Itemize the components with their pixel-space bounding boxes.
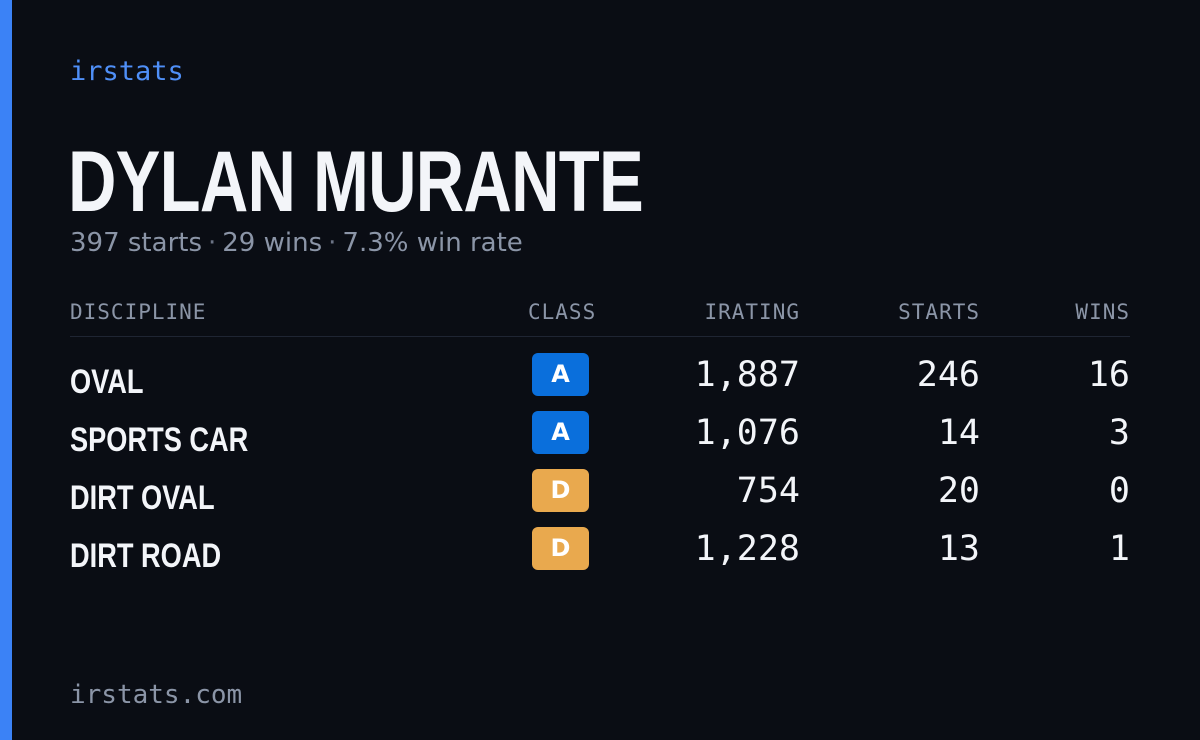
header-irating: IRATING [704, 300, 800, 324]
header-starts: STARTS [898, 300, 980, 324]
brand-logo-text: irstats [70, 56, 184, 87]
wins-value: 16 [1087, 355, 1130, 395]
discipline-name: DIRT ROAD [70, 537, 222, 575]
driver-summary: 397 starts · 29 wins · 7.3% win rate [70, 228, 523, 258]
wins-summary: 29 wins [222, 228, 323, 258]
header-wins: WINS [1075, 300, 1130, 324]
starts-value: 14 [937, 413, 980, 453]
summary-separator: · [328, 228, 337, 258]
table-body: OVAL A 1,887 246 16 SPORTS CAR A 1,076 1… [70, 337, 1130, 585]
class-badge: D [532, 469, 589, 512]
table-header: DISCIPLINE CLASS IRATING STARTS WINS [70, 298, 1130, 337]
starts-value: 246 [916, 355, 980, 395]
wins-value: 1 [1108, 529, 1130, 569]
discipline-name: OVAL [70, 363, 144, 401]
table-row: OVAL A 1,887 246 16 [70, 353, 1130, 411]
table-row: SPORTS CAR A 1,076 14 3 [70, 411, 1130, 469]
table-row: DIRT OVAL D 754 20 0 [70, 469, 1130, 527]
class-badge: D [532, 527, 589, 570]
wins-value: 3 [1108, 413, 1130, 453]
starts-summary: 397 starts [70, 228, 202, 258]
win-rate-summary: 7.3% win rate [342, 228, 523, 258]
discipline-name: DIRT OVAL [70, 479, 215, 517]
accent-bar [0, 0, 12, 740]
class-badge: A [532, 411, 589, 454]
starts-value: 13 [937, 529, 980, 569]
header-discipline: DISCIPLINE [70, 300, 207, 324]
irating-value: 1,887 [694, 355, 800, 395]
header-class: CLASS [528, 300, 597, 324]
driver-name: DYLAN MURANTE [68, 134, 644, 230]
starts-value: 20 [937, 471, 980, 511]
summary-separator: · [208, 228, 217, 258]
irating-value: 1,228 [694, 529, 800, 569]
irating-value: 754 [736, 471, 800, 511]
discipline-name: SPORTS CAR [70, 421, 249, 459]
wins-value: 0 [1108, 471, 1130, 511]
class-badge: A [532, 353, 589, 396]
table-row: DIRT ROAD D 1,228 13 1 [70, 527, 1130, 585]
irating-value: 1,076 [694, 413, 800, 453]
footer-url: irstats.com [70, 680, 243, 710]
discipline-table: DISCIPLINE CLASS IRATING STARTS WINS OVA… [70, 298, 1130, 585]
